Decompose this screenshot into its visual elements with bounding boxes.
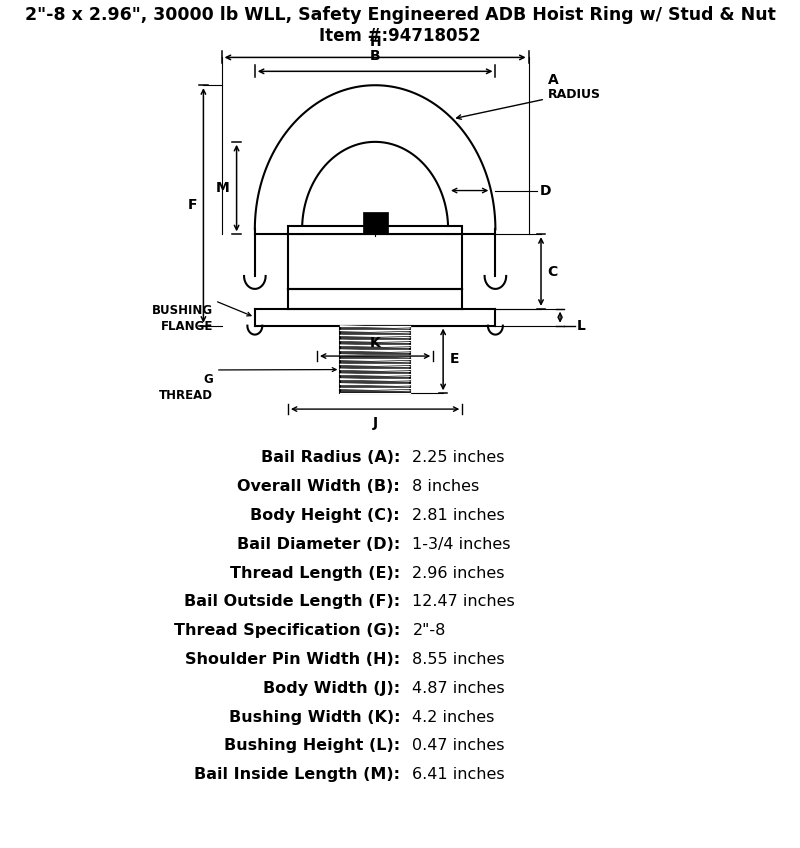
- Text: 0.47 inches: 0.47 inches: [413, 739, 505, 753]
- Text: 2.81 inches: 2.81 inches: [413, 508, 505, 523]
- Text: 6.41 inches: 6.41 inches: [413, 767, 505, 782]
- Text: Bail Outside Length (F):: Bail Outside Length (F):: [184, 594, 400, 610]
- Text: 1-3/4 inches: 1-3/4 inches: [413, 537, 511, 552]
- Text: Bail Radius (A):: Bail Radius (A):: [261, 450, 400, 466]
- Text: Overall Width (B):: Overall Width (B):: [238, 479, 400, 494]
- Text: 2"-8 x 2.96", 30000 lb WLL, Safety Engineered ADB Hoist Ring w/ Stud & Nut: 2"-8 x 2.96", 30000 lb WLL, Safety Engin…: [25, 6, 775, 24]
- Text: 8.55 inches: 8.55 inches: [413, 652, 505, 667]
- Text: Bushing Height (L):: Bushing Height (L):: [224, 739, 400, 753]
- Text: 12.47 inches: 12.47 inches: [413, 594, 515, 610]
- Text: F: F: [187, 198, 197, 213]
- Text: 4.2 inches: 4.2 inches: [413, 710, 495, 724]
- Text: 2"-8: 2"-8: [413, 623, 446, 639]
- Bar: [288, 226, 462, 234]
- Text: A: A: [548, 73, 558, 87]
- Text: Bushing Width (K):: Bushing Width (K):: [229, 710, 400, 724]
- Text: Body Height (C):: Body Height (C):: [250, 508, 400, 523]
- Text: Thread Length (E):: Thread Length (E):: [230, 566, 400, 581]
- Text: Thread Specification (G):: Thread Specification (G):: [174, 623, 400, 639]
- Bar: [340, 326, 410, 393]
- Text: 2.25 inches: 2.25 inches: [413, 450, 505, 466]
- Text: RADIUS: RADIUS: [548, 88, 601, 101]
- Text: G
THREAD: G THREAD: [159, 373, 214, 402]
- Text: C: C: [548, 265, 558, 278]
- Text: L: L: [577, 319, 586, 332]
- Text: D: D: [539, 183, 551, 198]
- Text: K: K: [370, 336, 381, 350]
- Text: Bail Inside Length (M):: Bail Inside Length (M):: [194, 767, 400, 782]
- Text: 4.87 inches: 4.87 inches: [413, 681, 505, 695]
- Text: Bail Diameter (D):: Bail Diameter (D):: [237, 537, 400, 552]
- Text: B: B: [370, 49, 381, 64]
- Text: BUSHING
FLANGE: BUSHING FLANGE: [152, 304, 214, 332]
- Text: J: J: [373, 416, 378, 430]
- Text: E: E: [450, 353, 459, 366]
- Bar: [362, 212, 387, 234]
- Text: H: H: [370, 36, 381, 49]
- Text: 8 inches: 8 inches: [413, 479, 480, 494]
- Text: 2.96 inches: 2.96 inches: [413, 566, 505, 581]
- Text: Item #:94718052: Item #:94718052: [319, 26, 481, 45]
- Text: Shoulder Pin Width (H):: Shoulder Pin Width (H):: [185, 652, 400, 667]
- Text: Body Width (J):: Body Width (J):: [263, 681, 400, 695]
- Text: M: M: [216, 181, 230, 195]
